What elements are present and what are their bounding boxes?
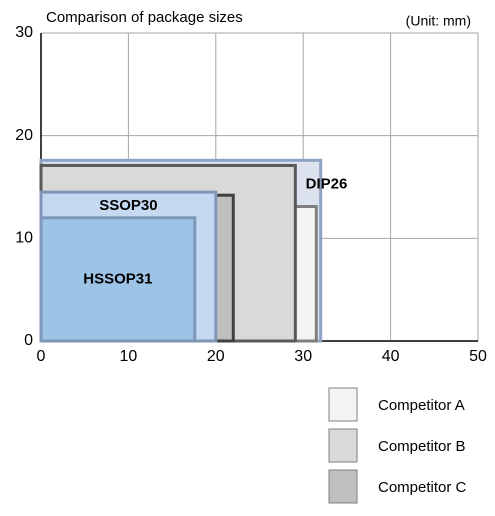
x-tick-label: 40 [382,348,400,365]
x-tick-label: 0 [37,348,46,365]
unit-note: (Unit: mm) [406,13,471,29]
legend-label: Competitor B [378,438,466,455]
x-tick-label: 50 [469,348,487,365]
chart-title: Comparison of package sizes [46,9,243,26]
y-tick-label: 0 [24,332,33,349]
legend-label: Competitor C [378,479,467,496]
legend-label: Competitor A [378,397,465,414]
y-tick-label: 20 [15,127,33,144]
package-label: SSOP30 [99,197,157,214]
package-rect [39,216,197,343]
legend-swatch [328,428,358,463]
package-label: DIP26 [306,175,348,192]
x-tick-label: 20 [207,348,225,365]
legend-swatch [328,387,358,422]
package-label: HSSOP31 [83,270,152,287]
legend-swatch [328,469,358,504]
y-tick-label: 10 [15,230,33,247]
x-tick-label: 10 [120,348,138,365]
x-tick-label: 30 [294,348,312,365]
y-tick-label: 30 [15,24,33,41]
